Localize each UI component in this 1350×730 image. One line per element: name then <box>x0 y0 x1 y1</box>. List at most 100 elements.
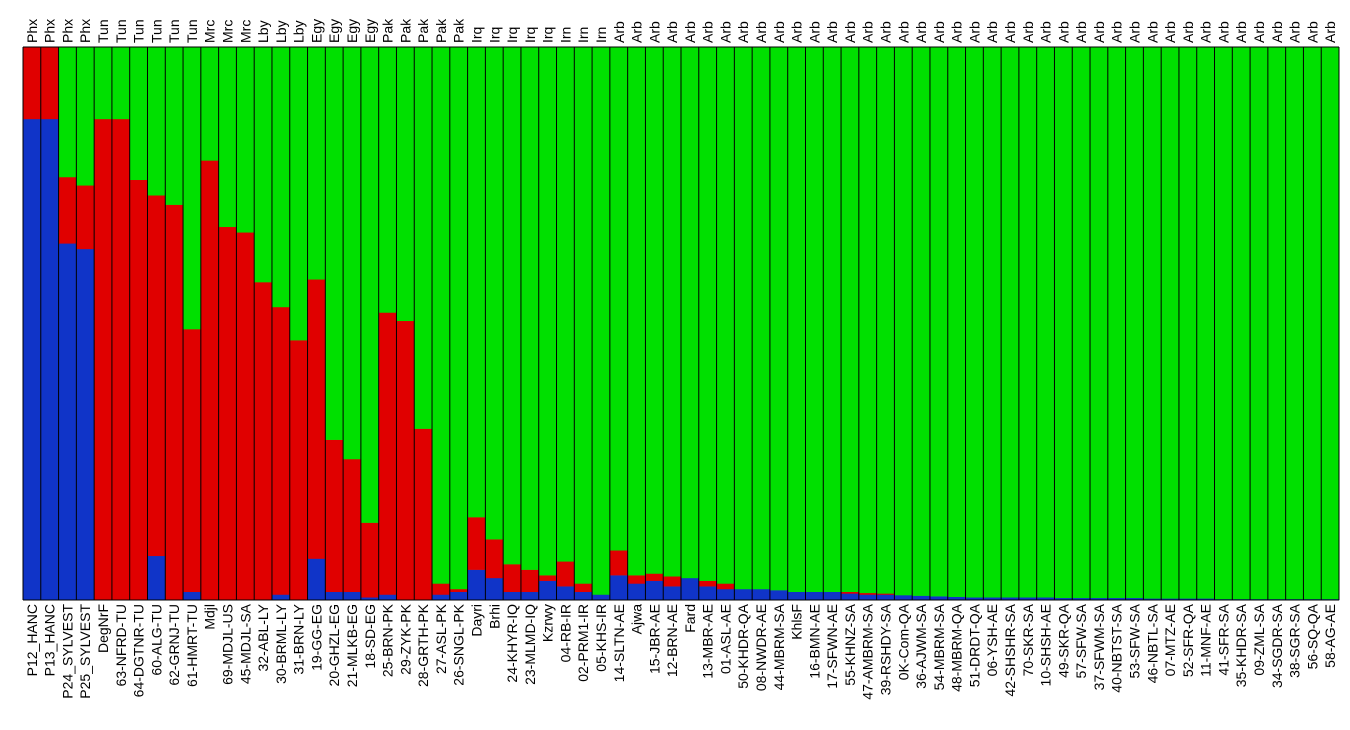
sample-label: 48-MBRM-QA <box>949 603 965 692</box>
bar-segment-3 <box>609 47 629 551</box>
sample-label: 62-GRNJ-TU <box>166 604 182 686</box>
sample-label: 39-RSHDY-SA <box>878 603 894 695</box>
bar-segment-2 <box>307 279 326 559</box>
bar-segment-1 <box>307 558 326 601</box>
bar-segment-3 <box>645 47 664 574</box>
bar-segment-1 <box>1036 597 1055 601</box>
sample-label: 19-GG-EG <box>308 604 324 671</box>
bar-segment-1 <box>1054 597 1073 601</box>
sample-label: 21-MLKB-EG <box>344 604 360 687</box>
bar-segment-3 <box>360 47 380 523</box>
sample-label: 27-ASL-PK <box>433 603 449 674</box>
sample-label: 12-BRN-AE <box>664 604 680 677</box>
bar-segment-2 <box>378 312 397 595</box>
bar-segment-1 <box>947 596 966 601</box>
sample-label: 30-BRML-LY <box>273 603 289 684</box>
bar-segment-1 <box>965 597 984 601</box>
bar-segment-2 <box>360 522 380 598</box>
bar-segment-1 <box>592 594 611 601</box>
group-label: Arb <box>1233 21 1249 43</box>
bar-segment-2 <box>325 439 344 593</box>
bar-segment-2 <box>396 320 415 601</box>
bar-segment-3 <box>200 47 220 161</box>
group-label: Arb <box>1198 21 1214 43</box>
bar-segment-1 <box>271 594 291 601</box>
sample-label: 36-AJWM-SA <box>913 603 929 688</box>
bar-segment-2 <box>23 47 42 120</box>
bar-segment-2 <box>40 47 59 120</box>
sample-label: Dayri <box>468 604 484 637</box>
bar-segment-3 <box>983 47 1002 598</box>
group-label: Arb <box>1055 21 1071 43</box>
bar-segment-1 <box>467 569 486 601</box>
sample-label: 64-DGTNR-TU <box>131 604 147 697</box>
bar-segment-3 <box>236 47 255 233</box>
group-label: Irq <box>540 27 556 43</box>
group-label: Lby <box>291 20 307 43</box>
bar-segment-2 <box>485 539 504 579</box>
bar-segment-2 <box>467 517 486 570</box>
bar-segment-2 <box>236 232 255 601</box>
bar-segment-3 <box>716 47 735 584</box>
bar-segment-1 <box>520 591 540 601</box>
bar-segment-1 <box>1196 598 1215 601</box>
sample-label: 04-RB-IR <box>557 604 573 662</box>
group-label: Arb <box>966 21 982 43</box>
bar-segment-1 <box>876 594 895 601</box>
group-label: Arb <box>646 21 662 43</box>
group-label: Pak <box>415 18 431 43</box>
bar-segment-1 <box>538 580 557 601</box>
bar-segment-3 <box>111 47 131 120</box>
group-label: Arb <box>1091 21 1107 43</box>
sample-label: 14-SLTN-AE <box>611 604 627 682</box>
sample-label: Brhi <box>486 604 502 629</box>
bar-segment-3 <box>805 47 824 592</box>
bar-segment-3 <box>520 47 540 570</box>
group-label: Arb <box>1215 21 1231 43</box>
group-label: Mrc <box>202 20 218 43</box>
group-label: Arb <box>771 21 787 43</box>
group-label: Tun <box>148 19 164 43</box>
bar-segment-1 <box>432 594 451 601</box>
bar-segment-3 <box>378 47 397 313</box>
sample-label: 16-BMN-AE <box>806 604 822 679</box>
bar-segment-3 <box>449 47 468 590</box>
bar-segment-3 <box>876 47 895 594</box>
bar-segment-3 <box>841 47 860 592</box>
sample-label: 53-SFW-SA <box>1126 603 1142 678</box>
sample-label: Mdjl <box>202 604 218 630</box>
group-label: Tun <box>184 19 200 43</box>
bar-segment-3 <box>1285 47 1304 600</box>
group-label: Arb <box>1144 21 1160 43</box>
bar-segment-2 <box>645 573 664 581</box>
bar-segment-1 <box>787 591 806 601</box>
bar-segment-3 <box>76 47 95 186</box>
bar-segment-2 <box>556 561 575 587</box>
sample-label: 17-SFWN-AE <box>824 604 840 689</box>
bar-segment-2 <box>111 118 131 601</box>
group-label: Arb <box>1251 21 1267 43</box>
bar-segment-1 <box>378 594 397 601</box>
sample-label: 18-SD-EG <box>362 604 378 669</box>
sample-label: 26-SNGL-PK <box>451 603 467 685</box>
bar-segment-3 <box>218 47 237 228</box>
bar-segment-3 <box>94 47 113 120</box>
sample-label: P25_SYLVEST <box>77 604 93 699</box>
bar-segment-3 <box>1143 47 1162 599</box>
sample-label: 13-MBR-AE <box>700 604 716 679</box>
group-label: Arb <box>895 21 911 43</box>
sample-label: 02-PRM1-IR <box>575 604 591 682</box>
group-label: Arb <box>1020 21 1036 43</box>
group-label: Arb <box>682 21 698 43</box>
sample-label: 28-GRTH-PK <box>415 603 431 687</box>
group-label: Arb <box>753 21 769 43</box>
sample-label: 70-SKR-SA <box>1020 603 1036 676</box>
bar-segment-2 <box>254 282 273 601</box>
bar-segment-3 <box>574 47 593 584</box>
bar-segment-3 <box>858 47 878 594</box>
group-label: Arb <box>1002 21 1018 43</box>
bar-segment-2 <box>449 588 468 592</box>
bar-segment-1 <box>1107 597 1126 601</box>
bar-segment-2 <box>858 592 878 595</box>
